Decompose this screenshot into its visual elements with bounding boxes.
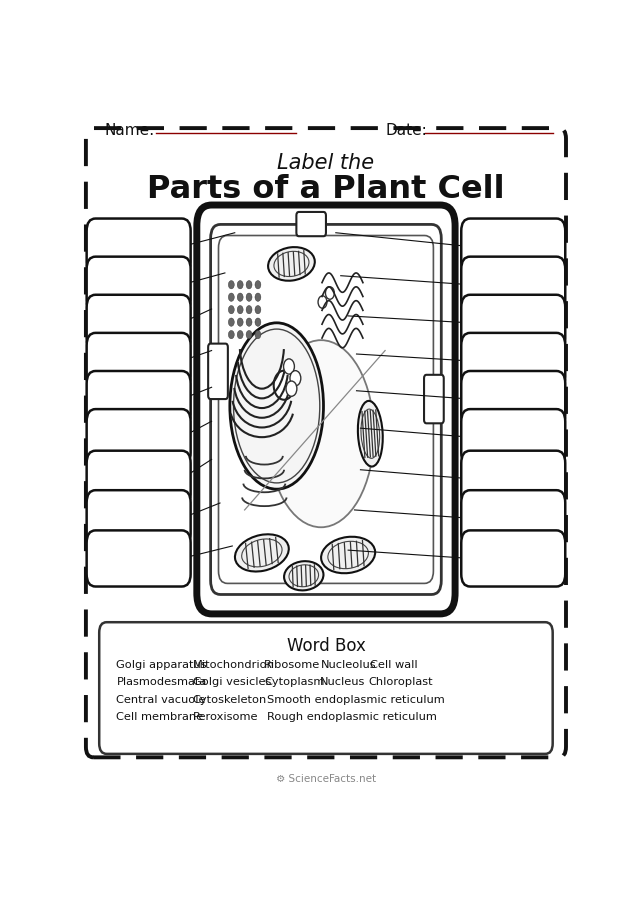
FancyBboxPatch shape	[86, 333, 191, 389]
FancyBboxPatch shape	[99, 622, 553, 754]
Text: Golgi vesicles: Golgi vesicles	[193, 678, 271, 688]
FancyBboxPatch shape	[86, 491, 191, 546]
Text: Mitochondrion: Mitochondrion	[193, 661, 275, 670]
Ellipse shape	[237, 293, 243, 302]
Ellipse shape	[284, 359, 294, 374]
FancyBboxPatch shape	[424, 374, 444, 423]
Ellipse shape	[273, 371, 294, 400]
Text: Name:: Name:	[104, 122, 155, 138]
Text: Peroxisome: Peroxisome	[193, 712, 258, 722]
Text: Nucleus: Nucleus	[319, 678, 365, 688]
Ellipse shape	[246, 281, 252, 289]
Ellipse shape	[235, 535, 289, 572]
Ellipse shape	[321, 536, 375, 573]
FancyBboxPatch shape	[461, 410, 565, 465]
Ellipse shape	[230, 323, 324, 490]
FancyBboxPatch shape	[461, 371, 565, 427]
Text: ⚙ ScienceFacts.net: ⚙ ScienceFacts.net	[276, 774, 376, 784]
Ellipse shape	[246, 305, 252, 314]
Ellipse shape	[255, 318, 261, 327]
Ellipse shape	[268, 248, 315, 281]
FancyBboxPatch shape	[86, 295, 191, 351]
Ellipse shape	[290, 371, 301, 386]
Text: Smooth endoplasmic reticulum: Smooth endoplasmic reticulum	[267, 695, 445, 705]
Ellipse shape	[286, 381, 297, 396]
Ellipse shape	[358, 400, 383, 466]
Text: Chloroplast: Chloroplast	[369, 678, 434, 688]
FancyBboxPatch shape	[461, 219, 565, 274]
Text: Golgi apparatus: Golgi apparatus	[116, 661, 207, 670]
FancyBboxPatch shape	[86, 451, 191, 507]
Ellipse shape	[237, 318, 243, 327]
FancyBboxPatch shape	[461, 295, 565, 351]
Text: Label the: Label the	[277, 153, 375, 174]
Text: Rough endoplasmic reticulum: Rough endoplasmic reticulum	[267, 712, 437, 722]
Ellipse shape	[255, 330, 261, 338]
Text: Central vacuole: Central vacuole	[116, 695, 206, 705]
Ellipse shape	[237, 330, 243, 338]
FancyBboxPatch shape	[197, 205, 455, 614]
FancyBboxPatch shape	[461, 333, 565, 389]
Text: Cell wall: Cell wall	[370, 661, 418, 670]
FancyBboxPatch shape	[461, 256, 565, 313]
Ellipse shape	[255, 305, 261, 314]
Ellipse shape	[246, 330, 252, 338]
Ellipse shape	[237, 281, 243, 289]
Ellipse shape	[228, 305, 234, 314]
Text: Ribosome: Ribosome	[265, 661, 321, 670]
Ellipse shape	[326, 287, 335, 300]
FancyBboxPatch shape	[86, 371, 191, 427]
Ellipse shape	[284, 562, 324, 590]
Text: Parts of a Plant Cell: Parts of a Plant Cell	[147, 175, 505, 205]
FancyBboxPatch shape	[86, 219, 191, 274]
FancyBboxPatch shape	[296, 212, 326, 236]
Ellipse shape	[228, 293, 234, 302]
Ellipse shape	[268, 340, 374, 527]
FancyBboxPatch shape	[461, 530, 565, 587]
Text: Cell membrane: Cell membrane	[116, 712, 204, 722]
Ellipse shape	[246, 293, 252, 302]
FancyBboxPatch shape	[208, 344, 228, 399]
Text: Date:: Date:	[385, 122, 427, 138]
Ellipse shape	[246, 318, 252, 327]
Ellipse shape	[228, 330, 234, 338]
Ellipse shape	[255, 293, 261, 302]
Text: Word Box: Word Box	[286, 637, 366, 655]
Ellipse shape	[228, 281, 234, 289]
Text: Cytoskeleton: Cytoskeleton	[193, 695, 267, 705]
FancyBboxPatch shape	[461, 451, 565, 507]
Ellipse shape	[255, 281, 261, 289]
FancyBboxPatch shape	[461, 491, 565, 546]
FancyBboxPatch shape	[86, 530, 191, 587]
Ellipse shape	[318, 296, 327, 309]
Text: Cytoplasm: Cytoplasm	[265, 678, 325, 688]
Text: Nucleolus: Nucleolus	[321, 661, 377, 670]
Ellipse shape	[228, 318, 234, 327]
Ellipse shape	[237, 305, 243, 314]
Text: Plasmodesmata: Plasmodesmata	[116, 678, 207, 688]
FancyBboxPatch shape	[86, 256, 191, 313]
FancyBboxPatch shape	[86, 410, 191, 465]
